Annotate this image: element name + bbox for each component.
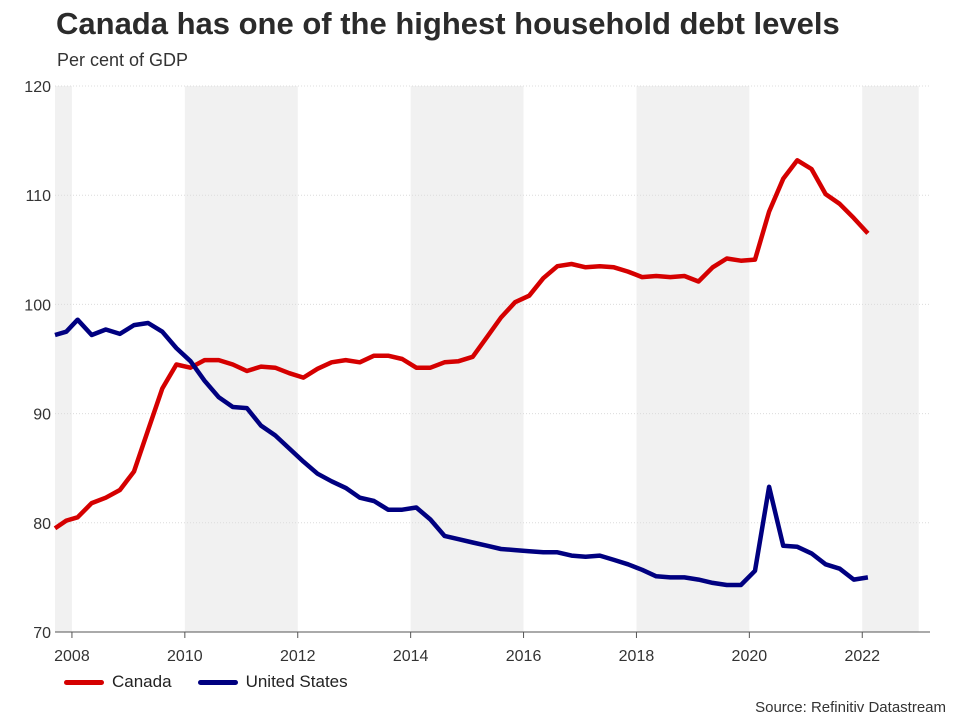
x-tick-label: 2022 [844, 648, 880, 665]
y-tick-label: 120 [24, 79, 51, 96]
legend-item-canada: Canada [64, 672, 172, 692]
series-line-united-states [54, 317, 869, 588]
chart-legend: Canada United States [64, 672, 374, 692]
legend-label-canada: Canada [112, 672, 172, 691]
x-tick-label: 2018 [619, 648, 655, 665]
legend-item-united-states: United States [197, 672, 348, 692]
series-line-canada [53, 158, 870, 531]
legend-swatch-united-states [197, 679, 238, 685]
shaded-band [636, 86, 750, 632]
y-tick-label: 80 [33, 516, 51, 533]
x-tick-label: 2010 [167, 648, 203, 665]
y-tick-label: 90 [33, 407, 51, 424]
x-tick-label: 2008 [54, 648, 90, 665]
shaded-band [184, 86, 298, 632]
legend-label-united-states: United States [245, 672, 348, 691]
y-tick-label: 100 [24, 297, 51, 314]
y-tick-label: 70 [33, 625, 51, 642]
y-tick-label: 110 [25, 188, 51, 205]
source-note: Source: Refinitiv Datastream [755, 699, 946, 716]
x-tick-label: 2016 [506, 648, 542, 665]
x-tick-label: 2012 [280, 648, 316, 665]
shaded-band [55, 86, 72, 632]
shaded-band [862, 86, 919, 632]
chart-subtitle: Per cent of GDP [57, 50, 189, 70]
x-tick-label: 2020 [732, 648, 768, 665]
legend-swatch-canada [64, 679, 104, 685]
x-tick-label: 2014 [393, 648, 429, 665]
chart-title: Canada has one of the highest household … [56, 6, 840, 41]
